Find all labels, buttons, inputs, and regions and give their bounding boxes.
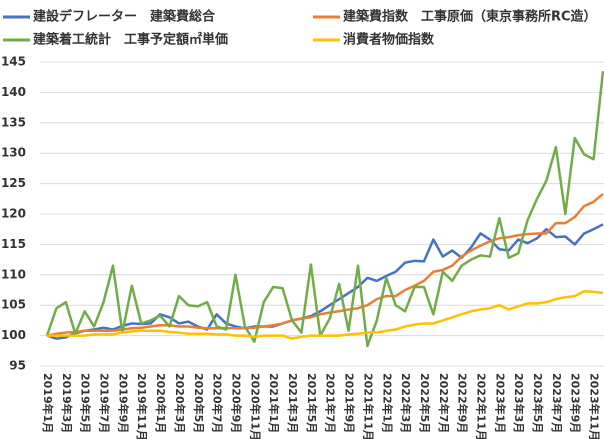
x-tick-label: 2023年3月: [512, 373, 526, 433]
x-tick-label: 2022年5月: [418, 373, 432, 433]
x-tick-label: 2019年9月: [116, 373, 130, 433]
x-tick-label: 2022年9月: [456, 373, 470, 433]
y-tick-label: 105: [1, 298, 26, 312]
y-tick-label: 140: [1, 85, 26, 99]
x-tick-label: 2019年1月: [41, 373, 55, 433]
x-tick-label: 2019年3月: [60, 373, 74, 433]
x-tick-label: 2020年11月: [248, 373, 262, 439]
y-tick-label: 120: [1, 207, 26, 221]
y-tick-label: 130: [1, 146, 26, 160]
x-tick-label: 2021年5月: [305, 373, 319, 433]
x-tick-label: 2022年7月: [437, 373, 451, 433]
series-line: [46, 192, 604, 337]
x-tick-label: 2021年1月: [267, 373, 281, 433]
y-tick-label: 135: [1, 115, 26, 129]
x-tick-label: 2023年7月: [550, 373, 564, 433]
x-tick-label: 2021年3月: [286, 373, 300, 433]
x-tick-label: 2022年3月: [399, 373, 413, 433]
x-tick-label: 2023年11月: [588, 373, 602, 439]
legend-label: 建設デフレーター 建築費総合: [33, 9, 216, 25]
series-line: [45, 70, 604, 348]
x-tick-label: 2020年7月: [211, 373, 225, 433]
x-tick-label: 2021年9月: [343, 373, 357, 433]
y-tick-label: 95: [9, 359, 26, 373]
legend-label: 建築費指数 工事原価（東京事務所RC造）: [343, 9, 597, 25]
series-line: [47, 289, 604, 340]
x-tick-label: 2019年7月: [98, 373, 112, 433]
x-tick-label: 2020年3月: [173, 373, 187, 433]
y-tick-label: 145: [1, 55, 26, 69]
x-tick-label: 2022年11月: [474, 373, 488, 439]
series-line: [46, 223, 604, 340]
x-tick-label: 2023年9月: [569, 373, 583, 433]
x-tick-label: 2020年1月: [154, 373, 168, 433]
y-tick-label: 115: [1, 237, 26, 251]
legend-label: 消費者物価指数: [343, 32, 435, 48]
y-tick-label: 125: [1, 176, 26, 190]
x-tick-label: 2022年1月: [380, 373, 394, 433]
x-tick-label: 2019年11月: [135, 373, 149, 439]
x-tick-label: 2020年9月: [229, 373, 243, 433]
y-tick-label: 110: [1, 267, 26, 281]
y-tick-label: 100: [1, 328, 26, 342]
x-tick-label: 2023年5月: [531, 373, 545, 433]
x-tick-label: 2023年1月: [493, 373, 507, 433]
x-tick-label: 2020年5月: [192, 373, 206, 433]
x-tick-label: 2021年11月: [361, 373, 375, 439]
legend-label: 建築着工統計 工事予定額㎡単価: [33, 32, 228, 48]
x-tick-label: 2021年7月: [324, 373, 338, 433]
x-tick-label: 2019年5月: [79, 373, 93, 433]
